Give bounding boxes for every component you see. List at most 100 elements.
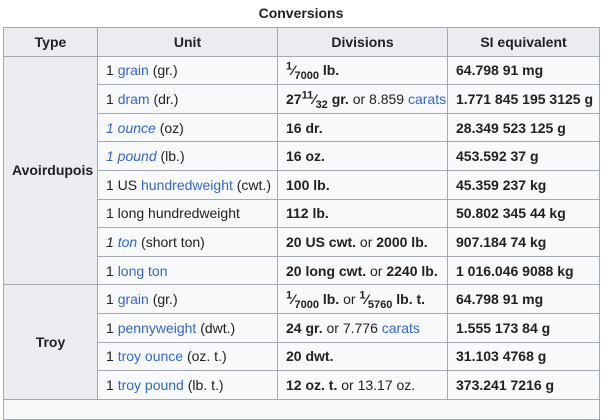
unit-cell: 1 pound (lb.): [97, 141, 278, 171]
table-row: Avoirdupois 1 grain (gr.) 1⁄7000 lb. 64.798…: [3, 55, 600, 286]
text-segment: lb.: [318, 62, 340, 79]
divisions-cell: 24 gr. or 7.776 carats: [277, 312, 448, 343]
divisions-cell: 20 dwt.: [277, 341, 448, 372]
column-header-divisions: Divisions: [277, 27, 448, 57]
wiki-link[interactable]: ton: [117, 233, 138, 250]
wiki-link[interactable]: hundredweight: [141, 176, 233, 193]
text-segment: (gr.): [148, 291, 178, 308]
text-segment: 1: [106, 90, 118, 107]
text-segment: 27: [286, 90, 302, 107]
wiki-link[interactable]: carats: [381, 319, 420, 336]
conversions-table: Type Unit Divisions SI equivalent Avoirdupo…: [3, 27, 600, 420]
table-row: 1 long ton 20 long cwt. or 2240 lb. 1 016.…: [4, 255, 600, 286]
si-equivalent-cell: 50.802 345 44 kg: [447, 198, 600, 229]
table-row: 1 pennyweight (dwt.) 24 gr. or 7.776 cara…: [4, 312, 600, 343]
text-segment: or: [366, 262, 387, 279]
text-segment: 100 lb.: [286, 176, 330, 193]
fraction: 1⁄5760: [359, 289, 393, 311]
si-equivalent-cell: 45.359 237 kg: [447, 169, 600, 200]
unit-cell: 1 US hundredweight (cwt.): [97, 169, 278, 200]
unit-cell: 1 grain (gr.): [97, 55, 278, 86]
wiki-link[interactable]: 1 ounce: [106, 119, 156, 136]
si-equivalent-cell: 28.349 523 125 g: [447, 112, 600, 143]
divisions-cell: 12 oz. t. or 13.17 oz.: [277, 370, 448, 400]
text-segment: lb. t.: [392, 291, 426, 308]
unit-cell: 1 ton (short ton): [97, 227, 278, 257]
si-equivalent-cell: 1.555 173 84 g: [447, 312, 600, 343]
wiki-link[interactable]: 1 pound: [106, 148, 157, 165]
si-equivalent-cell: 1 016.046 9088 kg: [447, 255, 600, 286]
si-equivalent-cell: 64.798 91 mg: [447, 55, 600, 86]
unit-cell: 1 dram (dr.): [97, 84, 278, 114]
wiki-link[interactable]: troy ounce: [117, 348, 184, 365]
table-caption: Conversions: [258, 5, 344, 21]
text-segment: 20 US cwt.: [286, 233, 357, 250]
text-segment: 16 oz.: [286, 148, 325, 165]
text-segment: 1: [106, 233, 118, 250]
text-segment: or: [339, 291, 360, 308]
si-equivalent-cell: 907.184 74 kg: [447, 227, 600, 257]
si-equivalent-cell: 373.241 7216 g: [447, 370, 600, 400]
si-equivalent-cell: 31.103 4768 g: [447, 341, 600, 372]
unit-cell: 1 troy pound (lb. t.): [97, 370, 278, 400]
table-header: Type Unit Divisions SI equivalent: [3, 27, 600, 57]
text-segment: 1: [106, 262, 118, 279]
text-segment: or 13.17 oz.: [337, 376, 416, 393]
text-segment: gr.: [327, 90, 349, 107]
text-segment: 1: [106, 348, 118, 365]
column-header-type: Type: [3, 27, 98, 57]
text-segment: lb.: [318, 291, 340, 308]
unit-cell: 1 long ton: [97, 255, 278, 286]
divisions-cell: 1⁄7000 lb. or 1⁄5760 lb. t.: [277, 284, 448, 314]
table-row: 1 dram (dr.) 2711⁄32 gr. or 8.859 carats 1…: [4, 84, 600, 114]
wiki-link[interactable]: grain: [117, 291, 149, 308]
unit-cell: 1 pennyweight (dwt.): [97, 312, 278, 343]
text-segment: 112 lb.: [286, 205, 329, 222]
fraction: 1⁄7000: [286, 60, 319, 83]
text-segment: 1 US: [106, 176, 142, 193]
divisions-cell: 16 dr.: [277, 112, 448, 143]
unit-cell: 1 grain (gr.): [97, 284, 278, 314]
text-segment: 16 dr.: [286, 119, 323, 136]
table-body: Avoirdupois 1 grain (gr.) 1⁄7000 lb. 64.798…: [3, 55, 600, 420]
divisions-cell: 20 long cwt. or 2240 lb.: [277, 255, 448, 286]
text-segment: (oz): [155, 119, 184, 136]
wiki-link[interactable]: long ton: [117, 262, 168, 279]
text-segment: 2240 lb.: [386, 262, 438, 279]
si-equivalent-cell: 453.592 37 g: [447, 141, 600, 171]
text-segment: or 8.859: [348, 90, 408, 107]
si-equivalent-cell: 1.771 845 195 3125 g: [447, 84, 600, 114]
wiki-link[interactable]: troy pound: [117, 376, 184, 393]
wiki-link[interactable]: grain: [117, 62, 149, 79]
table-row: 1 ton (short ton) 20 US cwt. or 2000 lb. 9…: [4, 227, 600, 257]
text-segment: (gr.): [148, 62, 178, 79]
text-segment: or 7.776: [322, 319, 382, 336]
wiki-link[interactable]: carats: [407, 90, 447, 107]
text-segment: (oz. t.): [183, 348, 227, 365]
divisions-cell: 112 lb.: [277, 198, 448, 229]
text-segment: (dwt.): [196, 319, 236, 336]
fraction: 11⁄32: [301, 89, 328, 111]
wiki-link[interactable]: dram: [117, 90, 150, 107]
table-row: 1 troy ounce (oz. t.) 20 dwt. 31.103 4768 …: [4, 341, 600, 372]
divisions-cell: 100 lb.: [277, 169, 448, 200]
text-segment: (lb.): [156, 148, 185, 165]
text-segment: 12 oz. t.: [286, 376, 338, 393]
divisions-cell: 20 US cwt. or 2000 lb.: [277, 227, 448, 257]
text-segment: 1: [106, 62, 118, 79]
text-segment: 1 long hundredweight: [106, 205, 240, 222]
text-segment: 20 dwt.: [286, 348, 334, 365]
column-header-unit: Unit: [97, 27, 278, 57]
divisions-cell: 1⁄7000 lb.: [277, 55, 448, 86]
wiki-link[interactable]: pennyweight: [117, 319, 197, 336]
unit-cell: 1 troy ounce (oz. t.): [97, 341, 278, 372]
fraction: 1⁄7000: [286, 289, 319, 311]
text-segment: (short ton): [137, 233, 205, 250]
divisions-cell: 2711⁄32 gr. or 8.859 carats: [277, 84, 448, 114]
text-segment: 1: [106, 376, 118, 393]
table-row: 1 troy pound (lb. t.) 12 oz. t. or 13.17 …: [4, 370, 600, 400]
cutoff-cell: [3, 398, 600, 420]
table-row: 1 US hundredweight (cwt.) 100 lb. 45.359 2…: [4, 169, 600, 200]
unit-cell: 1 long hundredweight: [97, 198, 278, 229]
